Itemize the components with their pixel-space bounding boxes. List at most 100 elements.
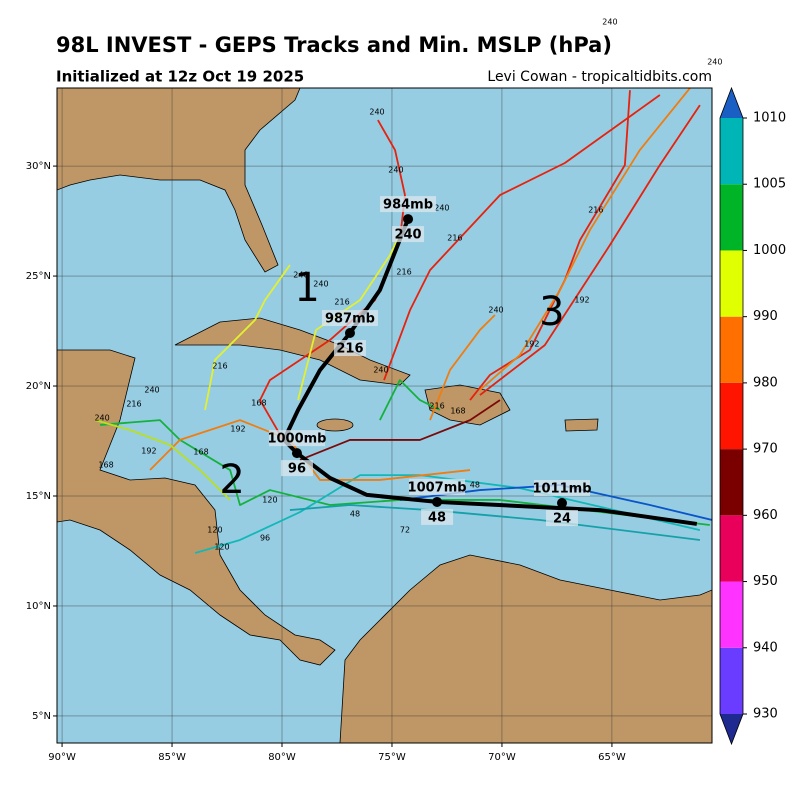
x-tick-label: 65°W	[598, 752, 626, 763]
hour-label: 240	[293, 270, 308, 279]
hour-label: 216	[336, 342, 363, 357]
hour-label: 96	[260, 534, 270, 543]
credit: Levi Cowan - tropicaltidbits.com	[487, 69, 712, 85]
hour-label: 96	[288, 462, 306, 477]
colorbar-extend	[720, 88, 743, 118]
north-america	[57, 88, 301, 273]
y-tick-label: 25°N	[26, 271, 51, 282]
hour-label: 168	[193, 448, 208, 457]
hour-label: 240	[434, 204, 449, 213]
label-box	[333, 340, 366, 357]
hour-label: 216	[447, 234, 462, 243]
jamaica	[316, 418, 354, 432]
cluster-label: 2	[219, 457, 244, 503]
subtitle: Initialized at 12z Oct 19 2025	[56, 68, 304, 86]
cluster-label: 3	[539, 289, 564, 335]
colorbar-extend	[720, 714, 743, 744]
colorbar-band	[720, 581, 743, 648]
hour-label: 216	[396, 268, 411, 277]
hour-label: 240	[602, 18, 617, 27]
colorbar-band	[720, 184, 743, 251]
x-tick-label: 85°W	[158, 752, 186, 763]
label-box	[392, 226, 425, 243]
member-track	[94, 419, 231, 501]
hour-label: 216	[429, 402, 444, 411]
central-america	[57, 349, 336, 666]
hour-label: 120	[262, 495, 277, 504]
hour-label: 240	[707, 58, 722, 67]
map-frame	[56, 87, 713, 744]
title: 98L INVEST - GEPS Tracks and Min. MSLP (…	[56, 33, 612, 57]
y-tick-label: 5°N	[32, 711, 51, 722]
label-box	[421, 508, 454, 525]
cluster-label: 1	[294, 265, 319, 311]
member-track	[204, 264, 291, 411]
mean-point	[556, 498, 567, 509]
colorbar-label: 960	[753, 508, 778, 523]
hour-label: 192	[574, 296, 589, 305]
colorbar-label: 1005	[753, 177, 786, 192]
colorbar-band	[720, 449, 743, 516]
hour-label: 240	[94, 413, 109, 422]
member-track	[429, 314, 496, 421]
mslp-label: 987mb	[325, 312, 375, 327]
hour-label: 192	[230, 424, 245, 433]
member-track	[379, 379, 441, 421]
colorbar-band	[720, 647, 743, 714]
hour-label: 168	[98, 460, 113, 469]
hour-label: 240	[373, 365, 388, 374]
hour-label: 168	[450, 407, 465, 416]
south-america	[339, 554, 712, 743]
colorbar-label: 930	[753, 707, 778, 722]
y-tick-label: 15°N	[26, 491, 51, 502]
colorbar-band	[720, 382, 743, 450]
label-box	[280, 460, 313, 477]
x-tick-label: 90°W	[48, 752, 76, 763]
mean-point	[432, 496, 443, 507]
member-track	[479, 104, 701, 396]
land	[57, 88, 712, 743]
mslp-label: 1000mb	[267, 432, 326, 447]
label-box	[380, 196, 437, 213]
hour-label: 240	[388, 166, 403, 175]
mslp-label: 984mb	[383, 198, 433, 213]
label-box	[268, 430, 325, 447]
colorbar-label: 1000	[753, 243, 786, 258]
colorbar-band	[720, 118, 743, 185]
colorbar-label: 990	[753, 309, 778, 324]
member-track	[100, 419, 710, 526]
y-tick-label: 20°N	[26, 381, 51, 392]
hour-label: 216	[126, 400, 141, 409]
mean-point	[291, 448, 302, 459]
hour-label: 240	[144, 385, 159, 394]
label-box	[545, 510, 578, 527]
mean-point	[403, 214, 414, 225]
colorbar-label: 980	[753, 375, 778, 390]
member-track	[299, 399, 501, 461]
colorbar-label: 940	[753, 640, 778, 655]
hour-label: 168	[251, 398, 266, 407]
member-track	[383, 94, 661, 381]
hour-label: 120	[214, 543, 229, 552]
hour-label: 120	[207, 526, 222, 535]
x-tick-label: 80°W	[268, 752, 296, 763]
member-track	[297, 229, 403, 401]
x-tick-label: 70°W	[488, 752, 516, 763]
mean-point	[344, 328, 355, 339]
hour-label: 192	[141, 446, 156, 455]
hour-label: 240	[313, 279, 328, 288]
label-box	[533, 480, 590, 497]
label-box	[409, 478, 466, 495]
colorbar-label: 970	[753, 442, 778, 457]
hour-label: 192	[524, 340, 539, 349]
hour-label: 48	[470, 481, 480, 490]
mslp-label: 1011mb	[532, 482, 591, 497]
hour-label: 24	[553, 512, 571, 527]
colorbar-label: 950	[753, 574, 778, 589]
hour-label: 216	[588, 206, 603, 215]
hour-label: 216	[212, 362, 227, 371]
hour-label: 48	[428, 510, 446, 525]
hour-label: 240	[488, 306, 503, 315]
